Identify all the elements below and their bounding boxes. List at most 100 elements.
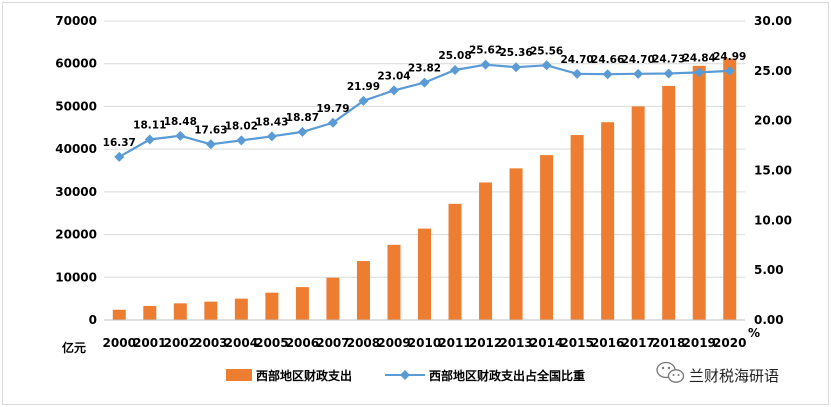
data-label: 24.84: [683, 52, 716, 64]
x-tick-label: 2004: [225, 336, 258, 350]
bar: [418, 228, 431, 320]
y-left-tick-label: 70000: [55, 14, 97, 28]
label-layer: 16.37 18.1118.4817.6318.0218.4318.8719.79…: [103, 45, 747, 149]
data-label: 25.62: [469, 45, 502, 57]
bar: [692, 65, 706, 320]
x-tick-label: 2009: [377, 336, 410, 350]
bar: [570, 135, 584, 320]
line-point: [450, 65, 461, 76]
line-point: [633, 68, 644, 79]
x-tick-label: 2013: [499, 336, 532, 350]
bar: [112, 309, 126, 320]
watermark: 兰财税海研语: [656, 361, 779, 385]
x-tick-label: 2015: [560, 336, 593, 350]
x-tick-label: 2001: [133, 336, 166, 350]
y-left-tick-label: 10000: [55, 270, 97, 284]
line-point: [541, 60, 552, 71]
legend-swatch-bar: [226, 369, 252, 381]
data-label: 18.87: [286, 112, 319, 124]
line-point: [114, 151, 125, 162]
x-tick-label: 2003: [194, 336, 227, 350]
line-point: [694, 67, 705, 78]
x-tick-label: 2017: [621, 336, 654, 350]
legend-swatch-marker: [400, 370, 410, 380]
data-label: 18.48: [164, 116, 197, 128]
legend-label-bar: 西部地区财政支出: [256, 368, 352, 383]
line-point: [511, 62, 522, 73]
bar: [204, 301, 218, 320]
data-label: 21.99: [347, 81, 380, 93]
bar: [479, 182, 493, 320]
legend-label-line: 西部地区财政支出占全国比重: [429, 368, 585, 383]
bar: [173, 303, 187, 320]
data-label: 24.70: [622, 54, 655, 66]
line-point: [205, 139, 216, 150]
legend: 西部地区财政支出 西部地区财政支出占全国比重: [226, 368, 585, 383]
right-axis-unit: %: [748, 326, 760, 340]
y-right-tick-label: 0.00: [754, 313, 784, 327]
line-point: [602, 69, 613, 80]
data-label: 24.73: [652, 54, 685, 66]
data-label: 19.79: [316, 103, 349, 115]
bar: [265, 292, 279, 320]
data-label: 25.56: [530, 45, 563, 57]
line-point: [327, 117, 338, 128]
marker-layer: [114, 59, 735, 162]
bar: [356, 261, 370, 320]
bar: [509, 168, 523, 320]
watermark-text: 兰财税海研语: [689, 367, 779, 385]
bar: [448, 203, 462, 320]
data-label: 25.36: [499, 47, 532, 59]
line-point: [724, 65, 735, 76]
data-label: 24.70: [561, 54, 594, 66]
y-right-tick-label: 10.00: [754, 213, 792, 227]
y-right-tick-label: 25.00: [754, 64, 792, 78]
x-tick-label: 2006: [286, 336, 319, 350]
x-tick-label: 2020: [713, 336, 746, 350]
y-right-tick-label: 20.00: [754, 114, 792, 128]
left-axis-unit: 亿元: [62, 340, 86, 355]
line-point: [419, 77, 430, 88]
y-left-tick-label: 30000: [55, 185, 97, 199]
bar: [662, 85, 676, 320]
y-right-tick-label: 30.00: [754, 14, 792, 28]
line-point: [480, 59, 491, 70]
wechat-icon: [656, 361, 685, 383]
bar: [540, 155, 554, 320]
data-label: 24.99: [713, 51, 746, 63]
y-right-tick-label: 5.00: [754, 263, 784, 277]
bar: [234, 298, 248, 320]
bar: [601, 122, 615, 321]
x-tick-label: 2014: [530, 336, 563, 350]
bar: [295, 287, 309, 320]
data-label: 23.04: [377, 70, 410, 82]
line-point: [266, 131, 277, 142]
bar: [143, 305, 157, 320]
y-left-tick-label: 60000: [55, 57, 97, 71]
bar: [387, 244, 401, 320]
y-right-tick-label: 15.00: [754, 164, 792, 178]
data-label: 16.37: [103, 137, 136, 149]
x-tick-label: 2005: [255, 336, 288, 350]
data-label: 18.02: [225, 120, 258, 132]
bar: [326, 277, 340, 320]
bar: [723, 58, 737, 321]
data-label: 25.08: [438, 50, 471, 62]
line-point: [663, 68, 674, 79]
x-tick-label: 2002: [164, 336, 197, 350]
line-point: [144, 134, 155, 145]
data-label: 18.11: [133, 120, 166, 132]
line-point: [388, 85, 399, 96]
axis-layer: 0 10000 20000 30000 40000 50000 60000 70000 0.00…: [55, 14, 792, 350]
data-label: 18.43: [255, 116, 288, 128]
line-point: [175, 130, 186, 141]
data-label: 23.82: [408, 63, 441, 75]
line-point: [297, 126, 308, 137]
data-label: 17.63: [194, 124, 227, 136]
x-tick-label: 2019: [683, 336, 716, 350]
line-point: [236, 135, 247, 146]
line-point: [358, 95, 369, 106]
y-left-tick-label: 50000: [55, 99, 97, 113]
